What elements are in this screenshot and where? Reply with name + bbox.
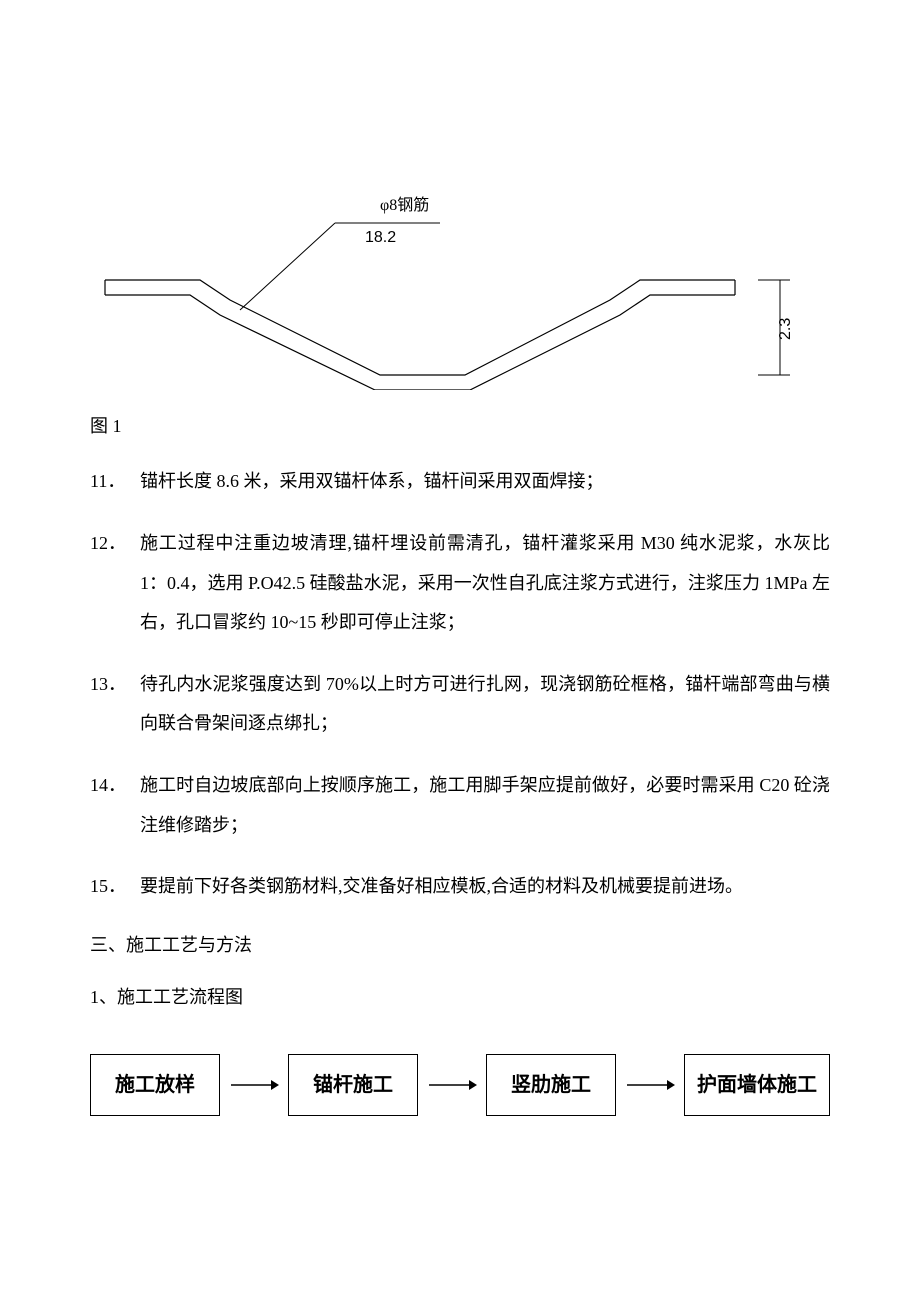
- list-item: 11． 锚杆长度 8.6 米，采用双锚杆体系，锚杆间采用双面焊接；: [90, 462, 830, 502]
- arrow-icon: [427, 1075, 477, 1095]
- list-item: 13． 待孔内水泥浆强度达到 70%以上时方可进行扎网，现浇钢筋砼框格，锚杆端部…: [90, 665, 830, 744]
- figure-label: 图 1: [90, 410, 830, 442]
- list-item: 14． 施工时自边坡底部向上按顺序施工，施工用脚手架应提前做好，必要时需采用 C…: [90, 766, 830, 845]
- flow-box-4: 护面墙体施工: [684, 1054, 830, 1116]
- list-item: 15． 要提前下好各类钢筋材料,交准备好相应模板,合适的材料及机械要提前进场。: [90, 867, 830, 907]
- arrow-icon: [229, 1075, 279, 1095]
- flow-box-2: 锚杆施工: [288, 1054, 418, 1116]
- rebar-diagram: φ8钢筋 18.2 2.3: [90, 180, 830, 390]
- arrow-icon: [625, 1075, 675, 1095]
- item-text: 施工时自边坡底部向上按顺序施工，施工用脚手架应提前做好，必要时需采用 C20 砼…: [140, 766, 830, 845]
- item-text: 锚杆长度 8.6 米，采用双锚杆体系，锚杆间采用双面焊接；: [140, 462, 830, 502]
- flow-box-3: 竖肋施工: [486, 1054, 616, 1116]
- item-number: 12．: [90, 524, 140, 643]
- item-text: 要提前下好各类钢筋材料,交准备好相应模板,合适的材料及机械要提前进场。: [140, 867, 830, 907]
- flow-box-1: 施工放样: [90, 1054, 220, 1116]
- rebar-label: φ8钢筋: [380, 196, 429, 214]
- item-text: 待孔内水泥浆强度达到 70%以上时方可进行扎网，现浇钢筋砼框格，锚杆端部弯曲与横…: [140, 665, 830, 744]
- item-number: 15．: [90, 867, 140, 907]
- subsection-heading: 1、施工工艺流程图: [90, 981, 830, 1013]
- item-number: 13．: [90, 665, 140, 744]
- vertical-dim: 2.3: [777, 318, 794, 340]
- rebar-svg: φ8钢筋 18.2 2.3: [90, 180, 810, 390]
- horizontal-dim: 18.2: [365, 229, 396, 246]
- item-number: 11．: [90, 462, 140, 502]
- item-text: 施工过程中注重边坡清理,锚杆埋设前需清孔，锚杆灌浆采用 M30 纯水泥浆，水灰比…: [140, 524, 830, 643]
- process-flowchart: 施工放样 锚杆施工 竖肋施工 护面墙体施工: [90, 1054, 830, 1116]
- item-number: 14．: [90, 766, 140, 845]
- list-item: 12． 施工过程中注重边坡清理,锚杆埋设前需清孔，锚杆灌浆采用 M30 纯水泥浆…: [90, 524, 830, 643]
- section-heading: 三、施工工艺与方法: [90, 929, 830, 961]
